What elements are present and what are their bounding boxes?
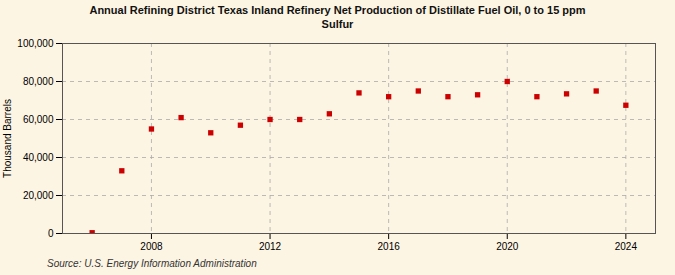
svg-text:2008: 2008 bbox=[140, 241, 163, 252]
svg-text:40,000: 40,000 bbox=[23, 152, 54, 163]
svg-text:20,000: 20,000 bbox=[23, 190, 54, 201]
svg-text:2020: 2020 bbox=[496, 241, 519, 252]
html-text:Annual Refining District Texas: Annual Refining District Texas Inland Re… bbox=[89, 4, 586, 30]
svg-text:0: 0 bbox=[48, 228, 54, 239]
svg-text:2016: 2016 bbox=[378, 241, 401, 252]
svg-text:80,000: 80,000 bbox=[23, 76, 54, 87]
svg-text:2024: 2024 bbox=[615, 241, 638, 252]
html-text:Source: U.S. Energy Informatio: Source: U.S. Energy Information Administ… bbox=[47, 258, 257, 269]
svg-text:100,000: 100,000 bbox=[17, 38, 54, 49]
svg-text:Thousand Barrels: Thousand Barrels bbox=[2, 99, 13, 178]
svg-text:60,000: 60,000 bbox=[23, 114, 54, 125]
svg-text:2012: 2012 bbox=[259, 241, 282, 252]
